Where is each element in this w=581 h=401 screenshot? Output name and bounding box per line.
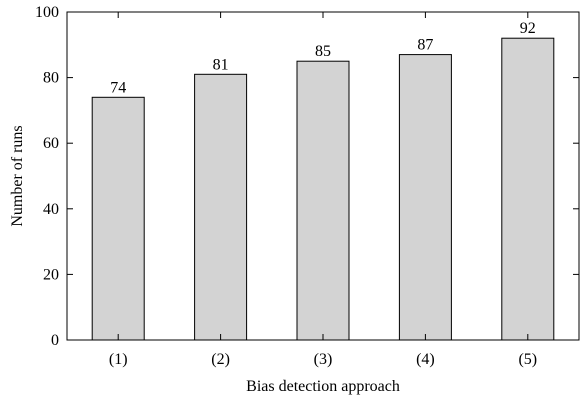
y-tick-label-100: 100 — [35, 4, 59, 21]
x-tick-label-2: (2) — [211, 351, 230, 368]
labels-layer: 74 (1) 81 (2) 85 (3) 87 (4) 92 (5) 0 20 40 60 80 100 — [35, 4, 537, 368]
data-label-4: 87 — [417, 37, 433, 54]
y-axis-label: Number of runs — [9, 125, 26, 226]
bar-2 — [194, 73, 248, 341]
x-tick-label-3: (3) — [314, 351, 333, 368]
y-tick-label-80: 80 — [43, 70, 59, 87]
plot-frame — [66, 11, 580, 341]
bar-3 — [296, 60, 350, 341]
bar-1 — [91, 96, 145, 341]
y-tick-label-60: 60 — [43, 135, 59, 152]
bar-4 — [398, 54, 452, 341]
data-label-3: 85 — [315, 43, 331, 60]
bar-5 — [501, 37, 555, 341]
x-tick-label-5: (5) — [518, 351, 537, 368]
data-label-1: 74 — [110, 79, 126, 96]
y-tick-label-40: 40 — [43, 201, 59, 218]
data-label-2: 81 — [213, 56, 229, 73]
y-tick-label-0: 0 — [51, 332, 59, 349]
data-label-5: 92 — [520, 20, 536, 37]
bars-layer — [91, 37, 555, 341]
x-tick-label-4: (4) — [416, 351, 435, 368]
x-axis-label: Bias detection approach — [246, 378, 400, 395]
x-tick-label-1: (1) — [109, 351, 128, 368]
y-tick-label-20: 20 — [43, 266, 59, 283]
